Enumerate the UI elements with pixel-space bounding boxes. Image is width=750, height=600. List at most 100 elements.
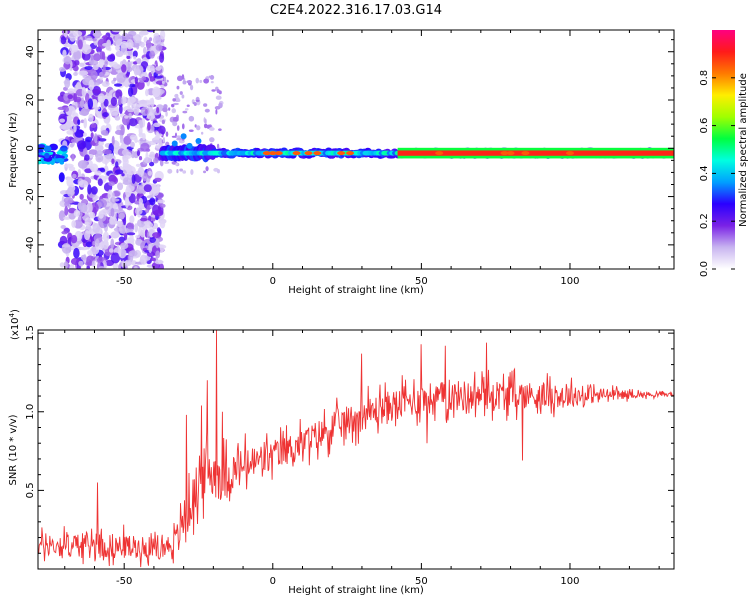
heatmap-cell [134, 137, 138, 144]
heatmap-cell [83, 118, 88, 129]
heatmap-peak [304, 151, 313, 156]
heatmap-cell [195, 138, 202, 145]
heatmap-cell [64, 206, 69, 216]
heatmap-cell [98, 71, 104, 78]
heatmap-cell [154, 177, 162, 182]
heatmap-cell [204, 118, 207, 125]
heatmap-cell [147, 121, 151, 131]
heatmap-cell [168, 107, 171, 111]
heatmap-cell [91, 260, 96, 267]
heatmap-cell [107, 54, 116, 62]
heatmap-cell [153, 157, 159, 164]
heatmap-cell [143, 157, 152, 164]
heatmap-cell [126, 55, 131, 60]
heatmap-cell [121, 173, 125, 177]
heatmap-cell [141, 76, 147, 81]
heatmap-cell [95, 154, 104, 163]
heatmap-cell [64, 201, 70, 207]
heatmap-cell [175, 93, 179, 99]
x-tick-label: -50 [116, 576, 132, 587]
heatmap-cell [70, 234, 78, 244]
snr-scale-exponent: 4 [8, 312, 16, 317]
heatmap-cell [114, 169, 124, 175]
heatmap-cell [188, 115, 195, 122]
heatmap-cell [161, 119, 166, 125]
heatmap-cell [133, 106, 140, 116]
heatmap-cell [89, 211, 96, 219]
heatmap-cell [135, 238, 143, 246]
heatmap-cell [110, 238, 115, 250]
heatmap-cell [43, 157, 49, 162]
heatmap-cell [59, 235, 68, 246]
heatmap-cell [77, 119, 81, 126]
heatmap-cell [62, 49, 67, 58]
heatmap-cell [92, 64, 99, 71]
heatmap-cell [209, 75, 215, 80]
heatmap-cell [195, 77, 200, 84]
heatmap-cell [126, 222, 135, 230]
heatmap-cell [140, 142, 150, 152]
heatmap-cell [84, 66, 93, 70]
heatmap-cell [78, 260, 84, 267]
heatmap-cell [105, 41, 111, 51]
heatmap-cell [78, 70, 89, 77]
heatmap-cell [70, 138, 77, 143]
heatmap-cell [60, 225, 66, 230]
heatmap-cell [163, 76, 167, 83]
heatmap-cell [73, 50, 81, 61]
heatmap-cell [64, 106, 69, 112]
x-tick-label: 0 [270, 576, 276, 587]
heatmap-cell [76, 140, 87, 150]
heatmap-cell [63, 55, 72, 65]
heatmap-cell [92, 89, 101, 94]
heatmap-cell [60, 36, 67, 45]
heatmap-cell [124, 115, 129, 119]
heatmap-cell [109, 216, 118, 225]
heatmap-cell [129, 215, 135, 224]
heatmap-cell [72, 173, 77, 179]
heatmap-cell [173, 102, 179, 106]
heatmap-cell [85, 136, 93, 142]
heatmap-cell [71, 153, 75, 162]
heatmap-cell [43, 145, 52, 153]
heatmap-cell [195, 99, 200, 102]
heatmap-cell [84, 154, 90, 162]
heatmap-cell [108, 181, 115, 187]
heatmap-cell [123, 135, 132, 146]
heatmap-cell [113, 77, 117, 82]
heatmap-cell [139, 120, 144, 129]
heatmap-cell [176, 85, 180, 90]
heatmap-cell [184, 108, 189, 111]
heatmap-cell [179, 168, 184, 172]
heatmap-cell [209, 137, 215, 143]
heatmap-cell [110, 231, 120, 239]
heatmap-cell [162, 107, 168, 113]
heatmap-peak [346, 151, 355, 156]
heatmap-cell [162, 136, 165, 143]
heatmap-cell [176, 137, 183, 141]
heatmap-cell [155, 250, 161, 259]
heatmap-cell [161, 80, 165, 85]
heatmap-cell [93, 53, 101, 62]
heatmap-cell [118, 236, 125, 243]
heatmap-cell [152, 232, 161, 238]
heatmap-cell [58, 66, 66, 72]
heatmap-cell [108, 248, 114, 253]
heatmap-cell [99, 50, 104, 61]
heatmap-cell [114, 115, 121, 121]
colorbar-tick-label: 0.6 [699, 118, 710, 134]
heatmap-cell [152, 258, 156, 262]
heatmap-cell [38, 160, 42, 165]
heatmap-peak [292, 151, 301, 156]
heatmap-cell [97, 178, 103, 186]
heatmap-cell [179, 91, 183, 95]
snr-scale-suffix: ) [10, 309, 21, 313]
heatmap-cell [67, 88, 76, 94]
heatmap-cell [78, 179, 89, 188]
heatmap-cell [144, 89, 149, 97]
heatmap-peak [521, 151, 530, 156]
heatmap-cell [69, 264, 75, 269]
heatmap-cell [136, 57, 142, 65]
heatmap-cell [127, 108, 135, 113]
heatmap-cell [143, 184, 152, 193]
